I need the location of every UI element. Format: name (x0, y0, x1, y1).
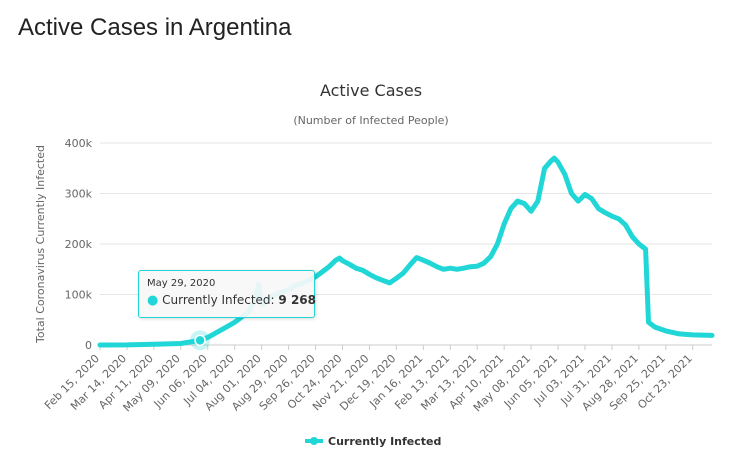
y-tick-label: 100k (65, 289, 93, 302)
y-tick-label: 300k (65, 188, 93, 201)
y-axis-title: Total Coronavirus Currently Infected (34, 145, 47, 344)
y-tick-label: 400k (65, 137, 93, 150)
tooltip-date: May 29, 2020 (147, 278, 216, 289)
hover-point-marker[interactable] (194, 334, 206, 347)
chart-subtitle: (Number of Infected People) (293, 114, 448, 127)
tooltip-value: 9 268 (278, 293, 316, 307)
y-axis-ticks: 0 100k 200k 300k 400k (65, 137, 93, 352)
page-heading: Active Cases in Argentina (18, 14, 292, 41)
tooltip-marker-icon: ● (147, 293, 159, 308)
chart-title: Active Cases (320, 81, 422, 100)
legend-marker-icon (310, 437, 318, 445)
y-tick-label: 0 (85, 339, 92, 352)
tooltip: May 29, 2020 ● Currently Infected: 9 268 (138, 270, 316, 318)
legend[interactable]: Currently Infected (305, 435, 441, 448)
legend-label[interactable]: Currently Infected (328, 435, 441, 448)
y-tick-label: 200k (65, 238, 93, 251)
series-layer (97, 155, 715, 351)
tooltip-label: Currently Infected: (162, 293, 275, 307)
